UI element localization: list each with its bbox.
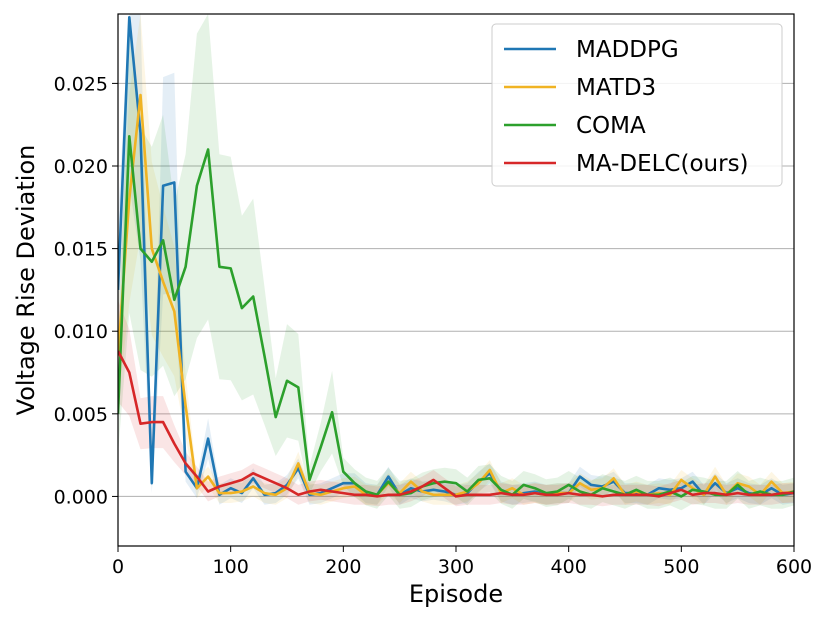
y-axis-label: Voltage Rise Deviation bbox=[12, 145, 40, 416]
legend-label-maddpg: MADDPG bbox=[576, 37, 679, 63]
x-axis-label: Episode bbox=[409, 580, 503, 608]
variance-bands bbox=[118, 14, 794, 511]
x-tick-label: 200 bbox=[325, 556, 361, 578]
y-tick-label: 0.015 bbox=[54, 239, 108, 261]
y-tick-label: 0.005 bbox=[54, 404, 108, 426]
x-tick-label: 300 bbox=[438, 556, 474, 578]
legend-label-matd3: MATD3 bbox=[576, 75, 656, 101]
y-tick-label: 0.010 bbox=[54, 321, 108, 343]
series-lines bbox=[118, 16, 794, 498]
band-ma-delc-ours bbox=[118, 300, 794, 507]
band-coma bbox=[118, 14, 794, 511]
y-tick-label: 0.025 bbox=[54, 73, 108, 95]
series-line-ma-delc-ours bbox=[118, 350, 794, 498]
series-line-coma bbox=[118, 135, 794, 498]
x-tick-label: 100 bbox=[213, 556, 249, 578]
legend-box bbox=[491, 23, 783, 187]
legend-label-coma: COMA bbox=[576, 113, 646, 139]
x-tick-label: 600 bbox=[776, 556, 812, 578]
legend: MADDPG MATD3 COMA MA-DELC(ours) bbox=[491, 23, 783, 187]
x-tick-label: 400 bbox=[551, 556, 587, 578]
legend-label-ma-delc: MA-DELC(ours) bbox=[576, 151, 749, 177]
y-axis: 0.000 0.005 0.010 0.015 0.020 0.025 bbox=[54, 73, 118, 508]
y-tick-label: 0.020 bbox=[54, 156, 108, 178]
x-axis: 0 100 200 300 400 500 600 bbox=[112, 546, 812, 578]
x-tick-label: 500 bbox=[663, 556, 699, 578]
x-tick-label: 0 bbox=[112, 556, 124, 578]
y-tick-label: 0.000 bbox=[54, 486, 108, 508]
